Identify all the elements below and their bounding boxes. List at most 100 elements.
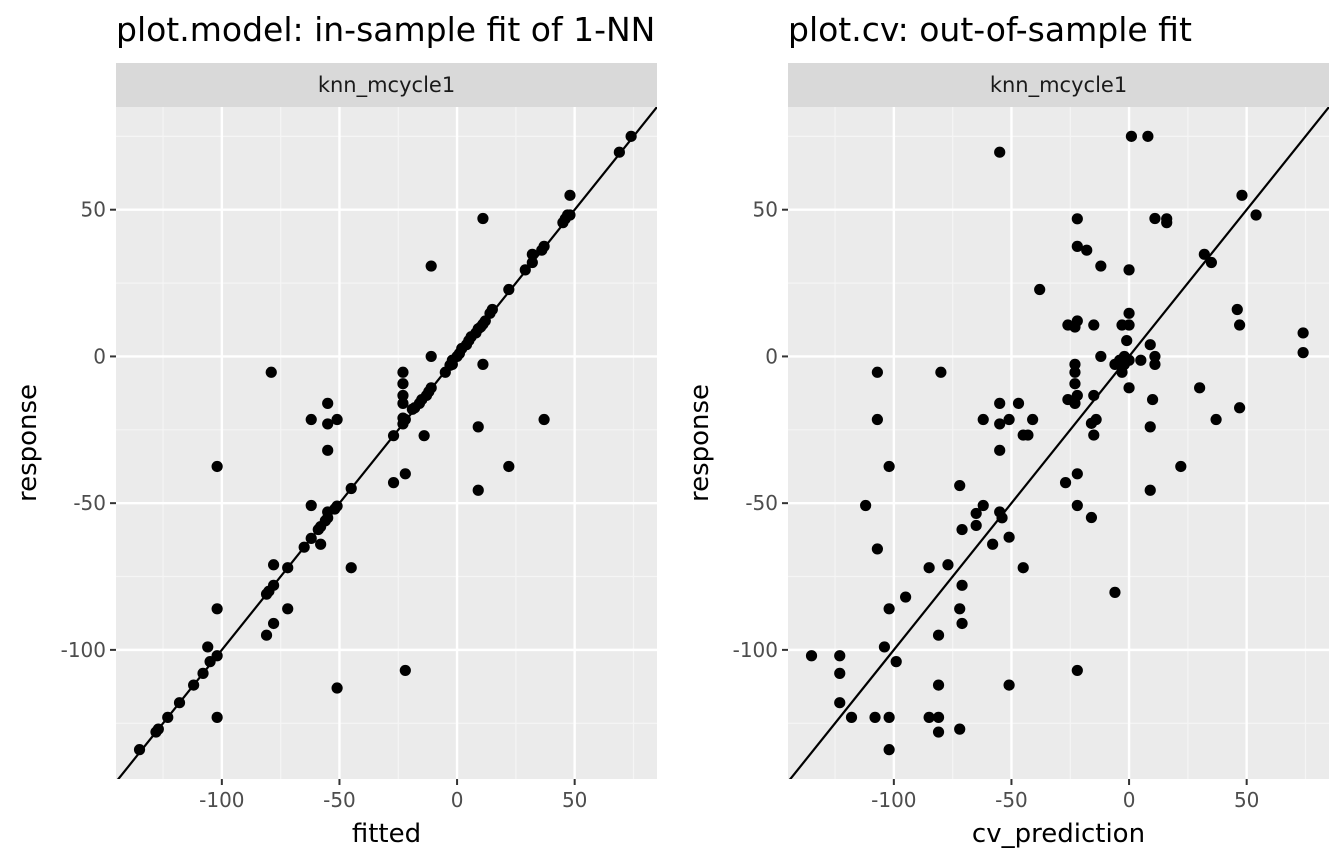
x-tick-label: 50 xyxy=(562,788,587,812)
data-point xyxy=(805,650,818,662)
x-tick-label: -50 xyxy=(323,788,356,812)
x-tick-label: -100 xyxy=(871,788,916,812)
y-tick-label: -100 xyxy=(733,638,778,662)
data-point xyxy=(860,499,872,512)
data-point xyxy=(1236,189,1248,201)
data-point xyxy=(845,711,858,723)
data-point xyxy=(932,726,945,738)
grid xyxy=(116,107,657,779)
data-point xyxy=(1149,212,1161,225)
data-point xyxy=(994,397,1006,409)
y-tick-label: 50 xyxy=(753,198,778,222)
data-point xyxy=(869,711,881,723)
data-point xyxy=(315,538,327,550)
data-point xyxy=(1081,244,1093,256)
data-point xyxy=(1123,354,1135,366)
data-point xyxy=(1085,511,1098,524)
data-point xyxy=(923,562,935,574)
data-point xyxy=(1034,283,1046,296)
data-point xyxy=(932,629,945,641)
data-point xyxy=(399,664,411,677)
data-point xyxy=(1250,209,1262,221)
data-point xyxy=(472,421,484,433)
data-point xyxy=(267,559,280,571)
data-point xyxy=(956,523,968,536)
data-point xyxy=(970,519,982,532)
data-point xyxy=(1144,339,1156,351)
data-point xyxy=(1012,397,1025,409)
data-point xyxy=(1071,664,1083,677)
data-point xyxy=(1095,260,1107,272)
data-point xyxy=(211,711,223,723)
data-point xyxy=(883,744,895,756)
data-point xyxy=(477,212,489,225)
data-point xyxy=(486,303,498,316)
data-point xyxy=(1059,477,1072,489)
data-point xyxy=(883,460,895,473)
data-point xyxy=(282,603,294,615)
data-point xyxy=(399,468,411,480)
data-point xyxy=(1003,679,1015,691)
x-tick-label: 0 xyxy=(451,788,464,812)
data-point xyxy=(1231,303,1243,316)
data-point xyxy=(305,413,317,426)
data-point xyxy=(397,389,409,402)
data-point xyxy=(1146,393,1159,406)
data-point xyxy=(397,366,409,378)
facet-strip-label: knn_mcycle1 xyxy=(318,73,455,98)
data-point xyxy=(994,418,1006,430)
data-point xyxy=(954,603,966,615)
data-point xyxy=(1149,358,1161,370)
data-point xyxy=(202,641,214,653)
data-point xyxy=(418,430,430,442)
data-point xyxy=(305,499,317,512)
x-tick-label: -100 xyxy=(199,788,244,812)
data-point xyxy=(1161,217,1173,229)
data-point xyxy=(1109,586,1121,598)
data-point xyxy=(878,641,891,653)
data-point xyxy=(834,697,846,709)
data-point xyxy=(994,146,1006,158)
y-tick-label: 0 xyxy=(765,344,778,368)
x-tick-label: -50 xyxy=(995,788,1028,812)
data-point xyxy=(1123,264,1135,276)
data-point xyxy=(322,418,334,430)
data-point xyxy=(1234,319,1246,331)
data-point xyxy=(265,366,277,378)
plot-area xyxy=(788,107,1329,779)
data-point xyxy=(1121,334,1133,347)
data-point xyxy=(1022,429,1034,441)
data-point xyxy=(1149,350,1161,363)
data-point xyxy=(1090,413,1102,426)
data-point xyxy=(932,679,945,691)
data-point xyxy=(1198,248,1210,260)
y-axis-label: response xyxy=(13,384,43,502)
data-point xyxy=(345,562,357,574)
data-point xyxy=(1142,130,1154,142)
reference-line xyxy=(116,107,657,779)
data-point xyxy=(1071,389,1083,402)
data-point xyxy=(970,507,982,520)
data-point xyxy=(954,479,966,492)
reference-line xyxy=(788,107,1329,779)
data-point xyxy=(387,477,400,489)
data-point xyxy=(1123,307,1135,319)
y-tick-label: 50 xyxy=(81,198,106,222)
data-point xyxy=(1297,327,1309,339)
x-axis-label: cv_prediction xyxy=(972,819,1145,849)
data-point xyxy=(1144,421,1156,433)
data-point xyxy=(956,579,968,591)
data-point xyxy=(900,591,912,603)
data-point xyxy=(260,629,273,641)
data-point xyxy=(211,460,223,473)
data-point xyxy=(871,413,883,426)
chart-panel-1: plot.model: in-sample fit of 1-NN knn_mcy… xyxy=(13,10,657,849)
data-point xyxy=(397,378,409,390)
data-point xyxy=(1175,460,1187,473)
data-point xyxy=(625,130,637,142)
data-point xyxy=(472,484,484,496)
grid xyxy=(788,107,1329,779)
data-point xyxy=(397,397,409,409)
data-point xyxy=(977,413,989,426)
